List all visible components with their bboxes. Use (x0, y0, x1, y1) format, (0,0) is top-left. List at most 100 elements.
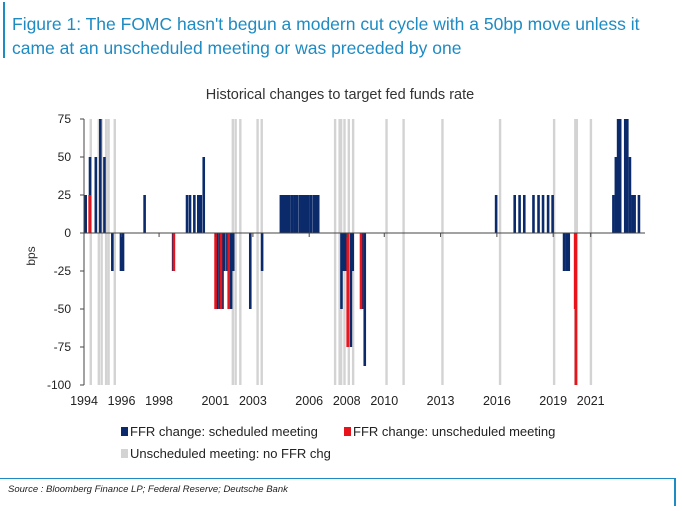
scheduled-change-bar (637, 195, 641, 233)
legend-swatch-no-change (121, 449, 128, 458)
scheduled-change-bar (281, 195, 285, 233)
scheduled-change-bar (513, 195, 517, 233)
legend-label-unscheduled: FFR change: unscheduled meeting (353, 424, 556, 439)
unscheduled-no-change-bar (100, 119, 103, 385)
scheduled-change-bar (342, 233, 345, 271)
y-tick-label: 50 (58, 150, 72, 164)
unscheduled-no-change-bar (89, 119, 92, 385)
source-note: Source : Bloomberg Finance LP; Federal R… (8, 484, 288, 495)
scheduled-change-bar (185, 195, 189, 233)
scheduled-change-bar (316, 195, 320, 233)
x-tick-label: 2016 (483, 394, 511, 408)
scheduled-change-bar (99, 119, 102, 233)
scheduled-change-bar (260, 233, 264, 271)
scheduled-change-bar (199, 195, 203, 233)
scheduled-change-bar (248, 233, 252, 309)
scheduled-change-bar (314, 195, 318, 233)
scheduled-change-bar (309, 195, 313, 233)
scheduled-change-bar (229, 233, 233, 309)
legend-item-no-change: Unscheduled meeting: no FFR chg (121, 446, 331, 461)
unscheduled-change-bar (346, 233, 349, 347)
unscheduled-no-change-bar (385, 119, 388, 385)
scheduled-change-bar (202, 157, 206, 233)
unscheduled-no-change-bar (239, 119, 242, 385)
scheduled-change-bar (494, 195, 498, 233)
x-tick-label: 1998 (145, 394, 173, 408)
x-tick-label: 2019 (539, 394, 567, 408)
scheduled-change-bar (231, 233, 235, 271)
scheduled-change-bar (565, 233, 568, 271)
scheduled-change-bar (628, 157, 632, 233)
title-accent-line (3, 2, 5, 58)
scheduled-change-bar (616, 119, 620, 233)
scheduled-change-bar (298, 195, 301, 233)
axes-layer: 75 50 25 0 -25 -50 -75 -100 1994 1996 1998 2001 2003… (47, 112, 645, 408)
unscheduled-no-change-bar (256, 119, 259, 385)
scheduled-change-bar (304, 195, 308, 233)
scheduled-change-bar (290, 195, 294, 233)
scheduled-change-bar (286, 195, 290, 233)
scheduled-change-bar (363, 233, 367, 366)
legend-swatch-unscheduled (344, 427, 351, 436)
y-tick-label: -50 (54, 302, 72, 316)
legend-label-scheduled: FFR change: scheduled meeting (130, 424, 318, 439)
legend-item-unscheduled: FFR change: unscheduled meeting (344, 424, 555, 439)
unscheduled-change-bar (219, 233, 223, 309)
y-tick-label: -25 (54, 264, 72, 278)
scheduled-change-bar (633, 195, 636, 233)
scheduled-change-bar (226, 233, 229, 271)
unscheduled-no-change-bar (97, 119, 101, 385)
scheduled-change-bar (302, 195, 306, 233)
bars-layer (84, 119, 641, 385)
scheduled-change-bar (119, 233, 123, 271)
unscheduled-no-change-bar (234, 119, 237, 385)
scheduled-change-bar (618, 119, 622, 233)
x-tick-label: 1994 (70, 394, 98, 408)
x-tick-label: 2001 (201, 394, 229, 408)
scheduled-change-bar (196, 195, 200, 233)
scheduled-change-bar (537, 195, 540, 233)
scheduled-change-bar (562, 233, 566, 271)
y-tick-label: -100 (47, 378, 71, 392)
scheduled-change-bar (300, 195, 304, 233)
scheduled-change-bar (283, 195, 287, 233)
legend-swatch-scheduled (121, 427, 128, 436)
unscheduled-no-change-bar (589, 119, 593, 385)
scheduled-change-bar (518, 195, 521, 233)
scheduled-change-bar (193, 195, 196, 233)
scheduled-change-bar (288, 195, 291, 233)
scheduled-change-bar (84, 195, 87, 233)
x-tick-label: 2013 (427, 394, 455, 408)
unscheduled-change-bar (574, 233, 578, 385)
scheduled-change-bar (218, 233, 221, 309)
scheduled-change-bar (546, 195, 550, 233)
scheduled-change-bar (567, 233, 571, 271)
unscheduled-no-change-bar (402, 119, 405, 385)
footer-accent-line (674, 478, 676, 506)
x-tick-label: 2008 (333, 394, 361, 408)
scheduled-change-bar (340, 233, 343, 309)
scheduled-change-bar (532, 195, 535, 233)
x-tick-label: 1996 (108, 394, 136, 408)
scheduled-change-bar (312, 195, 316, 233)
scheduled-change-bar (295, 195, 299, 233)
unscheduled-change-bar (88, 195, 91, 233)
scheduled-change-bar (293, 195, 296, 233)
legend-label-no-change: Unscheduled meeting: no FFR chg (130, 446, 331, 461)
y-tick-label: -75 (54, 340, 72, 354)
scheduled-change-bar (522, 195, 526, 233)
unscheduled-no-change-bar (333, 119, 337, 385)
unscheduled-no-change-bar (498, 119, 502, 385)
scheduled-change-bar (631, 195, 634, 233)
unscheduled-change-bar (214, 233, 217, 309)
x-tick-label: 2003 (239, 394, 267, 408)
scheduled-change-bar (215, 233, 219, 309)
x-tick-label: 2010 (370, 394, 398, 408)
scheduled-change-bar (351, 233, 355, 271)
unscheduled-no-change-bar (113, 119, 116, 385)
legend-item-scheduled: FFR change: scheduled meeting (121, 424, 318, 439)
scheduled-change-bar (612, 195, 615, 233)
y-tick-label: 0 (64, 226, 71, 240)
unscheduled-change-bar (172, 233, 176, 271)
unscheduled-change-bar (359, 233, 363, 309)
